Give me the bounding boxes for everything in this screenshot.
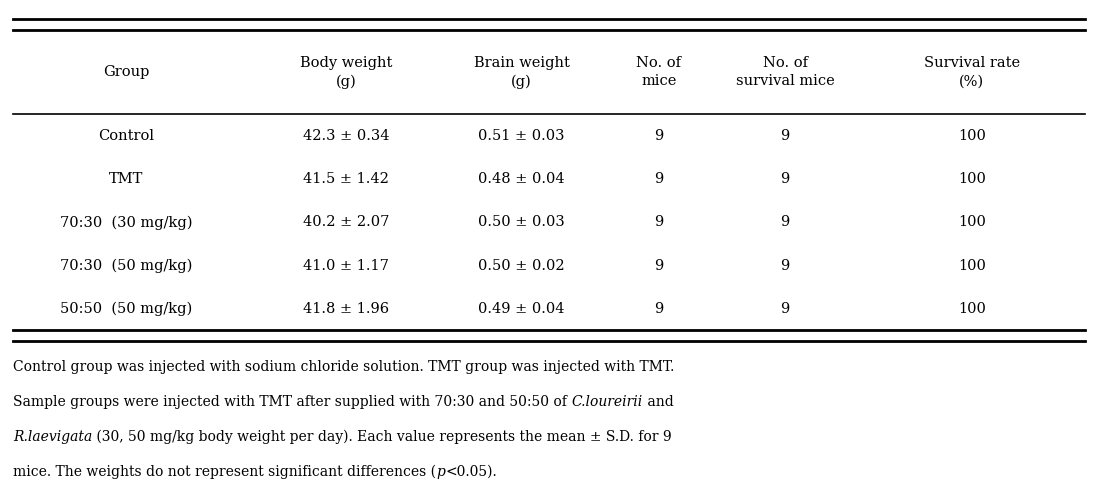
- Text: 41.5 ± 1.42: 41.5 ± 1.42: [303, 172, 389, 186]
- Text: C.loureirii: C.loureirii: [571, 395, 642, 409]
- Text: 100: 100: [957, 172, 986, 186]
- Text: 9: 9: [781, 259, 789, 273]
- Text: Control: Control: [98, 129, 155, 143]
- Text: 40.2 ± 2.07: 40.2 ± 2.07: [303, 215, 389, 229]
- Text: 9: 9: [654, 302, 663, 316]
- Text: 9: 9: [781, 172, 789, 186]
- Text: Brain weight
(g): Brain weight (g): [473, 56, 570, 88]
- Text: 9: 9: [654, 215, 663, 229]
- Text: 9: 9: [654, 129, 663, 143]
- Text: 42.3 ± 0.34: 42.3 ± 0.34: [303, 129, 389, 143]
- Text: 9: 9: [654, 259, 663, 273]
- Text: 0.48 ± 0.04: 0.48 ± 0.04: [479, 172, 564, 186]
- Text: 41.8 ± 1.96: 41.8 ± 1.96: [303, 302, 389, 316]
- Text: 9: 9: [654, 172, 663, 186]
- Text: p: p: [436, 465, 445, 479]
- Text: 50:50  (50 mg/kg): 50:50 (50 mg/kg): [60, 302, 192, 316]
- Text: R.laevigata: R.laevigata: [13, 430, 92, 444]
- Text: 9: 9: [781, 302, 789, 316]
- Text: 70:30  (30 mg/kg): 70:30 (30 mg/kg): [60, 215, 192, 229]
- Text: No. of
mice: No. of mice: [637, 56, 681, 88]
- Text: 0.50 ± 0.03: 0.50 ± 0.03: [478, 215, 565, 229]
- Text: 9: 9: [781, 129, 789, 143]
- Text: (30, 50 mg/kg body weight per day). Each value represents the mean ± S.D. for 9: (30, 50 mg/kg body weight per day). Each…: [92, 430, 672, 444]
- Text: 41.0 ± 1.17: 41.0 ± 1.17: [303, 259, 389, 273]
- Text: 70:30  (50 mg/kg): 70:30 (50 mg/kg): [60, 259, 192, 273]
- Text: TMT: TMT: [109, 172, 144, 186]
- Text: Control group was injected with sodium chloride solution. TMT group was injected: Control group was injected with sodium c…: [13, 360, 674, 374]
- Text: <0.05).: <0.05).: [445, 465, 496, 479]
- Text: 0.51 ± 0.03: 0.51 ± 0.03: [479, 129, 564, 143]
- Text: 0.49 ± 0.04: 0.49 ± 0.04: [479, 302, 564, 316]
- Text: mice. The weights do not represent significant differences (: mice. The weights do not represent signi…: [13, 465, 436, 479]
- Text: 0.50 ± 0.02: 0.50 ± 0.02: [479, 259, 564, 273]
- Text: Group: Group: [103, 65, 149, 79]
- Text: 100: 100: [957, 302, 986, 316]
- Text: 9: 9: [781, 215, 789, 229]
- Text: Sample groups were injected with TMT after supplied with 70:30 and 50:50 of: Sample groups were injected with TMT aft…: [13, 395, 571, 409]
- Text: and: and: [642, 395, 673, 409]
- Text: No. of
survival mice: No. of survival mice: [736, 56, 834, 88]
- Text: Body weight
(g): Body weight (g): [300, 56, 392, 88]
- Text: 100: 100: [957, 215, 986, 229]
- Text: 100: 100: [957, 259, 986, 273]
- Text: Survival rate
(%): Survival rate (%): [923, 56, 1020, 88]
- Text: 100: 100: [957, 129, 986, 143]
